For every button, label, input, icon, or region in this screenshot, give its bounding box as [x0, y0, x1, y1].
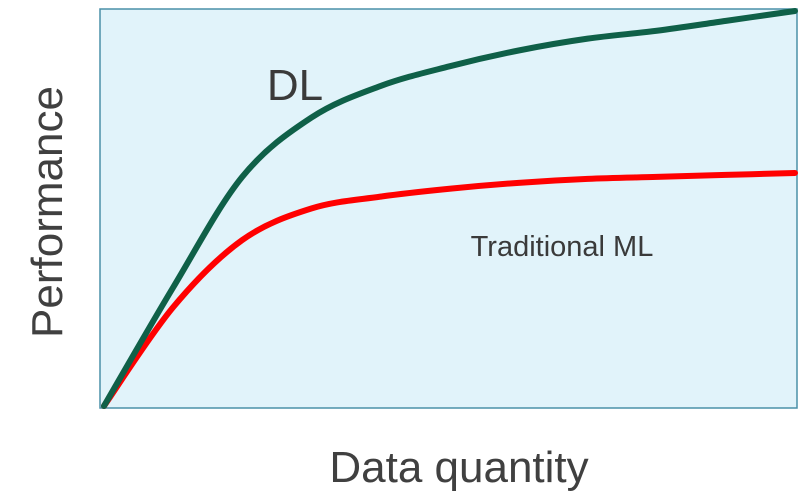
series-layer	[101, 8, 798, 409]
x-axis-label: Data quantity	[329, 443, 588, 492]
y-axis-label: Performance	[23, 86, 72, 338]
series-label-traditional-ml: Traditional ML	[471, 231, 654, 263]
series-label-dl: DL	[267, 61, 323, 110]
series-line-dl	[101, 8, 798, 409]
series-line-traditional-ml	[101, 169, 798, 409]
plot-area	[99, 8, 798, 409]
